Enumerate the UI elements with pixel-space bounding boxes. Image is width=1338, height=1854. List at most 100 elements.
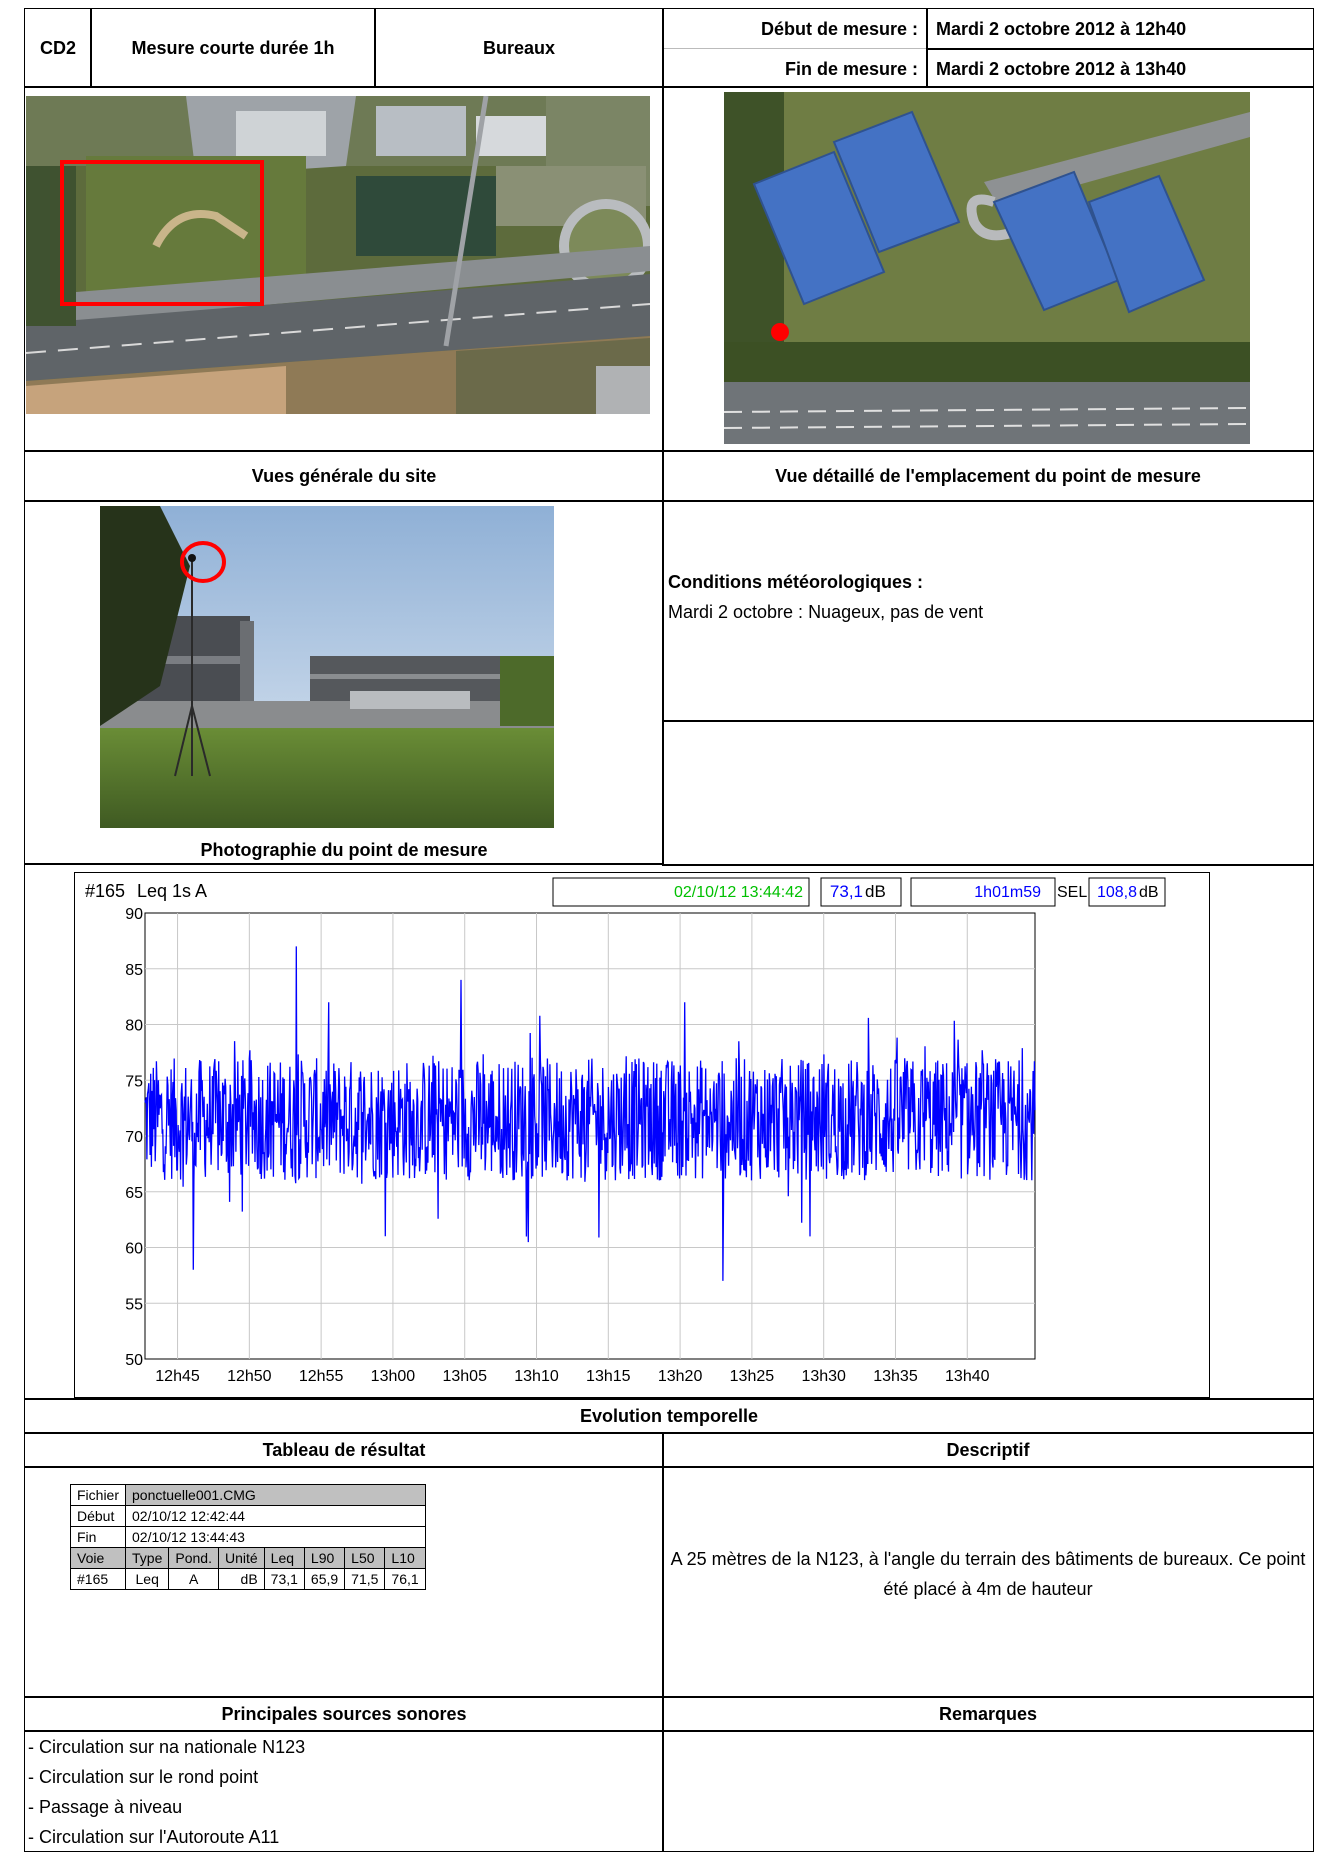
source-item: - Circulation sur l'Autoroute A11 <box>28 1827 280 1847</box>
end-value: Mardi 2 octobre 2012 à 13h40 <box>936 59 1187 79</box>
header-cell: Leq <box>263 1547 305 1569</box>
measure-point-photo-svg <box>100 506 554 828</box>
descriptif-label-cell: Descriptif <box>662 1432 1314 1468</box>
data-cell: 65,9 <box>303 1568 346 1590</box>
aerial-detail-svg <box>724 92 1250 444</box>
dates-separator-h2 <box>926 48 1314 50</box>
start-label-cell: Début <box>69 1505 127 1527</box>
source-item: - Circulation sur le rond point <box>28 1767 259 1787</box>
x-tick-label: 13h35 <box>873 1368 918 1385</box>
map-row-left <box>24 86 664 452</box>
header-cell: Voie <box>69 1547 127 1569</box>
header-cell: Type <box>125 1547 170 1569</box>
aerial-detail-image <box>724 92 1250 444</box>
sensor-highlight-circle <box>180 541 226 583</box>
remarques-cell <box>662 1730 1314 1852</box>
header-cell: L50 <box>344 1547 386 1569</box>
x-tick-label: 13h20 <box>658 1368 703 1385</box>
evolution-label-cell: Evolution temporelle <box>24 1398 1314 1434</box>
chart-sel-value: 108,8 <box>1097 884 1137 901</box>
general-view-label-cell: Vues générale du site <box>24 450 664 502</box>
measure-point-marker <box>771 323 789 341</box>
detail-view-label-cell: Vue détaillé de l'emplacement du point d… <box>662 450 1314 502</box>
weather-title: Conditions météorologiques : <box>668 572 923 592</box>
results-label-cell: Tableau de résultat <box>24 1432 664 1468</box>
aerial-overview-svg <box>26 96 650 414</box>
code-cell: CD2 <box>24 8 92 88</box>
x-tick-label: 13h25 <box>730 1368 775 1385</box>
x-tick-label: 12h50 <box>227 1368 272 1385</box>
end-label-cell: Fin <box>69 1526 127 1548</box>
results-data-row: #165 Leq A dB 73,1 65,9 71,5 76,1 <box>69 1568 426 1590</box>
chart-svg: #165 Leq 1s A 02/10/12 13:44:42 73,1 dB … <box>85 877 1166 1385</box>
photo-label: Photographie du point de mesure <box>200 839 488 860</box>
chart-timestamp: 02/10/12 13:44:42 <box>674 884 803 901</box>
data-cell: 71,5 <box>344 1568 386 1590</box>
code-label: CD2 <box>39 37 76 58</box>
y-tick-label: 90 <box>125 906 143 923</box>
end-value-cell: 02/10/12 13:44:43 <box>125 1526 426 1548</box>
source-item: - Passage à niveau <box>28 1797 183 1817</box>
data-cell: A <box>168 1568 219 1590</box>
x-tick-label: 13h40 <box>945 1368 990 1385</box>
results-table: Fichier ponctuelle001.CMG Début 02/10/12… <box>69 1484 426 1590</box>
site-type-cell: Bureaux <box>374 8 664 88</box>
sources-cell <box>24 1730 664 1852</box>
start-label: Début de mesure : <box>760 19 918 39</box>
x-tick-label: 13h05 <box>442 1368 487 1385</box>
value-box <box>820 877 902 907</box>
chart-sel-unit: dB <box>1139 884 1159 901</box>
y-tick-label: 80 <box>125 1018 143 1035</box>
remarques-label-cell: Remarques <box>662 1696 1314 1732</box>
site-type-label: Bureaux <box>482 37 556 58</box>
x-tick-label: 13h10 <box>514 1368 559 1385</box>
start-value-cell: 02/10/12 12:42:44 <box>125 1505 426 1527</box>
y-tick-label: 65 <box>125 1185 143 1202</box>
measure-type-cell: Mesure courte durée 1h <box>90 8 376 88</box>
chart-value-unit: dB <box>865 882 886 901</box>
chart-measure-label: Leq 1s A <box>137 881 207 901</box>
y-tick-label: 55 <box>125 1296 143 1313</box>
chart-value: 73,1 <box>830 882 863 901</box>
file-label: Fichier <box>69 1484 127 1506</box>
building-1 <box>752 150 886 306</box>
aerial-overview-image <box>26 96 650 414</box>
duration-box <box>910 877 1056 907</box>
descriptif-text: A 25 mètres de la N123, à l'angle du ter… <box>670 1549 1306 1599</box>
photo-cell <box>24 500 664 864</box>
weather-empty-cell <box>662 720 1314 866</box>
sources-label-cell: Principales sources sonores <box>24 1696 664 1732</box>
y-tick-label: 50 <box>125 1352 143 1369</box>
chart-duration: 1h01m59 <box>974 884 1041 901</box>
header-cell: Pond. <box>168 1547 219 1569</box>
results-label: Tableau de résultat <box>262 1439 426 1460</box>
detail-view-label: Vue détaillé de l'emplacement du point d… <box>775 465 1201 486</box>
descriptif-label: Descriptif <box>946 1439 1030 1460</box>
y-tick-label: 60 <box>125 1241 143 1258</box>
data-cell: 76,1 <box>384 1568 426 1590</box>
results-header-row: Voie Type Pond. Unité Leq L90 L50 L10 <box>69 1547 426 1569</box>
photo-label-cell: Photographie du point de mesure <box>24 834 664 866</box>
y-tick-label: 85 <box>125 962 143 979</box>
weather-cell <box>662 500 1314 722</box>
start-value: Mardi 2 octobre 2012 à 12h40 <box>936 19 1187 39</box>
y-tick-label: 70 <box>125 1129 143 1146</box>
timestamp-box <box>552 877 810 907</box>
building-2 <box>832 110 961 254</box>
evolution-label: Evolution temporelle <box>579 1405 759 1426</box>
source-item: - Circulation sur na nationale N123 <box>28 1737 306 1757</box>
x-tick-label: 13h15 <box>586 1368 631 1385</box>
building-4 <box>1087 174 1206 314</box>
map-row-right <box>662 86 1314 452</box>
leq-series-line <box>144 946 1036 1281</box>
descriptif-cell <box>662 1466 1314 1698</box>
x-tick-label: 12h55 <box>299 1368 344 1385</box>
results-table-wrap: Fichier ponctuelle001.CMG Début 02/10/12… <box>69 1484 426 1590</box>
results-cell <box>24 1466 664 1698</box>
chart-sel-label: SEL <box>1057 884 1087 901</box>
x-tick-label: 13h30 <box>801 1368 846 1385</box>
sources-list: - Circulation sur na nationale N123 - Ci… <box>24 1732 660 1852</box>
sel-box <box>1088 877 1166 907</box>
header-cell: L10 <box>384 1547 426 1569</box>
chart-channel-label: #165 <box>85 881 125 901</box>
